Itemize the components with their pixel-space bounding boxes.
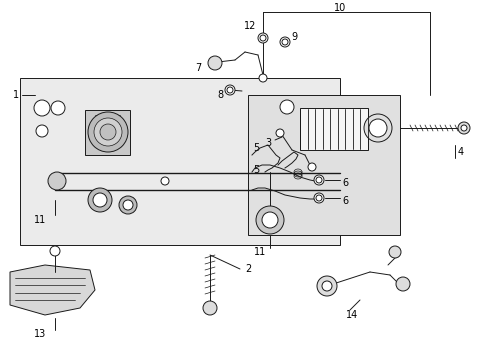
Circle shape (48, 172, 66, 190)
Text: 3: 3 (264, 138, 270, 148)
Circle shape (258, 33, 267, 43)
Polygon shape (10, 265, 95, 315)
Circle shape (100, 124, 116, 140)
Circle shape (50, 246, 60, 256)
Text: 5: 5 (252, 165, 259, 175)
Text: 14: 14 (345, 310, 357, 320)
Text: 6: 6 (341, 196, 347, 206)
Circle shape (203, 301, 217, 315)
Circle shape (321, 281, 331, 291)
Circle shape (93, 193, 107, 207)
Circle shape (307, 163, 315, 171)
Circle shape (224, 85, 235, 95)
Circle shape (313, 193, 324, 203)
Circle shape (368, 119, 386, 137)
Circle shape (88, 188, 112, 212)
Text: 7: 7 (195, 63, 201, 73)
Circle shape (262, 212, 278, 228)
Polygon shape (247, 95, 399, 235)
Text: 8: 8 (217, 90, 223, 100)
Text: 2: 2 (244, 264, 251, 274)
Circle shape (313, 175, 324, 185)
Circle shape (260, 35, 265, 41)
Polygon shape (20, 78, 339, 245)
Text: 5: 5 (252, 143, 259, 153)
Circle shape (388, 246, 400, 258)
Circle shape (88, 112, 128, 152)
Text: 11: 11 (253, 247, 265, 257)
Circle shape (161, 177, 169, 185)
Circle shape (280, 37, 289, 47)
Circle shape (315, 195, 321, 201)
Text: 13: 13 (34, 329, 46, 339)
Circle shape (460, 125, 466, 131)
Circle shape (34, 100, 50, 116)
Text: 11: 11 (34, 215, 46, 225)
Bar (299, 108, 367, 150)
Text: 12: 12 (244, 21, 256, 31)
Circle shape (51, 101, 65, 115)
Circle shape (226, 87, 232, 93)
Text: 1: 1 (13, 90, 19, 100)
Polygon shape (85, 110, 130, 155)
Circle shape (363, 114, 391, 142)
Circle shape (282, 39, 287, 45)
Text: 9: 9 (290, 32, 297, 42)
Circle shape (315, 177, 321, 183)
Text: 4: 4 (457, 147, 463, 157)
Text: 10: 10 (333, 3, 346, 13)
Circle shape (259, 74, 266, 82)
Circle shape (123, 200, 133, 210)
Circle shape (280, 100, 293, 114)
Circle shape (457, 122, 469, 134)
Circle shape (207, 56, 222, 70)
Circle shape (119, 196, 137, 214)
Circle shape (275, 129, 284, 137)
Circle shape (36, 125, 48, 137)
Circle shape (395, 277, 409, 291)
Text: 6: 6 (341, 178, 347, 188)
Circle shape (256, 206, 284, 234)
Circle shape (94, 118, 122, 146)
Circle shape (316, 276, 336, 296)
